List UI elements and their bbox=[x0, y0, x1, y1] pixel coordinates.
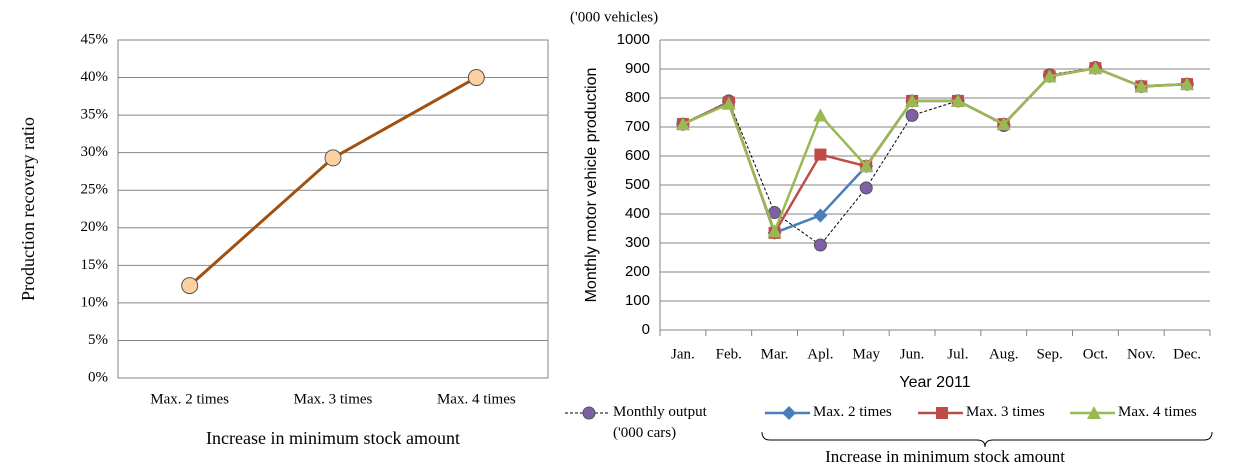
unit-label: ('000 vehicles) bbox=[570, 9, 658, 25]
x-tick-label: May bbox=[853, 346, 881, 362]
marker bbox=[721, 96, 736, 110]
legend-entry: Max. 4 times bbox=[1118, 404, 1197, 420]
y-tick-label: 600 bbox=[625, 147, 650, 164]
marker bbox=[936, 407, 948, 419]
y-axis-label: Production recovery ratio bbox=[18, 117, 38, 301]
x-tick-label: Sep. bbox=[1036, 346, 1062, 362]
marker bbox=[813, 238, 827, 252]
x-tick-label: Oct. bbox=[1083, 346, 1108, 362]
y-tick-label: 0% bbox=[88, 369, 108, 385]
y-tick-label: 0 bbox=[642, 321, 650, 338]
marker bbox=[782, 406, 796, 420]
x-tick-label: Apl. bbox=[807, 346, 833, 362]
series-line bbox=[682, 66, 1188, 235]
marker bbox=[582, 406, 596, 420]
y-tick-label: 100 bbox=[625, 292, 650, 309]
y-tick-label: 200 bbox=[625, 263, 650, 280]
series-line bbox=[188, 76, 478, 287]
x-tick-label: Mar. bbox=[761, 346, 789, 362]
y-tick-label: 1000 bbox=[617, 31, 650, 48]
y-axis-label: Monthly motor vehicle production bbox=[583, 68, 600, 303]
y-tick-label: 45% bbox=[81, 31, 109, 47]
x-tick-label: Feb. bbox=[716, 346, 742, 362]
x-tick-label: Max. 4 times bbox=[437, 391, 516, 407]
y-tick-label: 35% bbox=[81, 107, 109, 123]
series-line bbox=[682, 66, 1188, 235]
y-tick-label: 25% bbox=[81, 182, 109, 198]
marker bbox=[1088, 61, 1103, 75]
y-tick-label: 30% bbox=[81, 144, 109, 160]
marker bbox=[181, 277, 199, 295]
marker bbox=[767, 224, 782, 238]
x-axis-label: Year 2011 bbox=[899, 374, 970, 391]
y-tick-label: 40% bbox=[81, 69, 109, 85]
legend-entry: Max. 2 times bbox=[813, 404, 892, 420]
x-tick-label: Max. 2 times bbox=[150, 391, 229, 407]
x-tick-label: Jan. bbox=[671, 346, 695, 362]
y-tick-label: 15% bbox=[81, 257, 109, 273]
plot-border bbox=[117, 39, 549, 379]
y-tick-label: 700 bbox=[625, 118, 650, 135]
y-tick-label: 500 bbox=[625, 176, 650, 193]
legend-entry: Monthly output ('000 cars) bbox=[613, 404, 707, 441]
legend-note: Increase in minimum stock amount bbox=[825, 447, 1065, 466]
y-tick-label: 400 bbox=[625, 205, 650, 222]
x-tick-label: Nov. bbox=[1127, 346, 1156, 362]
marker bbox=[905, 108, 919, 122]
marker bbox=[1134, 79, 1149, 93]
marker bbox=[1042, 69, 1057, 83]
x-axis-label: Increase in minimum stock amount bbox=[206, 428, 460, 448]
y-tick-label: 20% bbox=[81, 219, 109, 235]
x-tick-label: Aug. bbox=[989, 346, 1019, 362]
y-tick-label: 900 bbox=[625, 60, 650, 77]
marker bbox=[1180, 77, 1195, 91]
marker bbox=[950, 93, 965, 107]
legend-bracket bbox=[761, 431, 1213, 448]
marker bbox=[467, 69, 485, 87]
marker bbox=[905, 93, 920, 107]
marker bbox=[1087, 406, 1101, 419]
marker bbox=[859, 181, 873, 195]
marker bbox=[996, 117, 1011, 131]
marker bbox=[813, 208, 828, 223]
marker bbox=[675, 117, 690, 131]
x-tick-label: Jun. bbox=[900, 346, 925, 362]
series-line bbox=[682, 66, 1188, 236]
x-tick-label: Jul. bbox=[947, 346, 968, 362]
y-tick-label: 5% bbox=[88, 332, 108, 348]
marker bbox=[859, 159, 874, 173]
x-tick-label: Max. 3 times bbox=[294, 391, 373, 407]
marker bbox=[814, 148, 827, 161]
marker bbox=[813, 108, 828, 122]
marker bbox=[324, 149, 342, 167]
y-tick-label: 10% bbox=[81, 294, 109, 310]
y-tick-label: 800 bbox=[625, 89, 650, 106]
y-tick-label: 300 bbox=[625, 234, 650, 251]
x-tick-label: Dec. bbox=[1173, 346, 1201, 362]
legend-entry: Max. 3 times bbox=[966, 404, 1045, 420]
